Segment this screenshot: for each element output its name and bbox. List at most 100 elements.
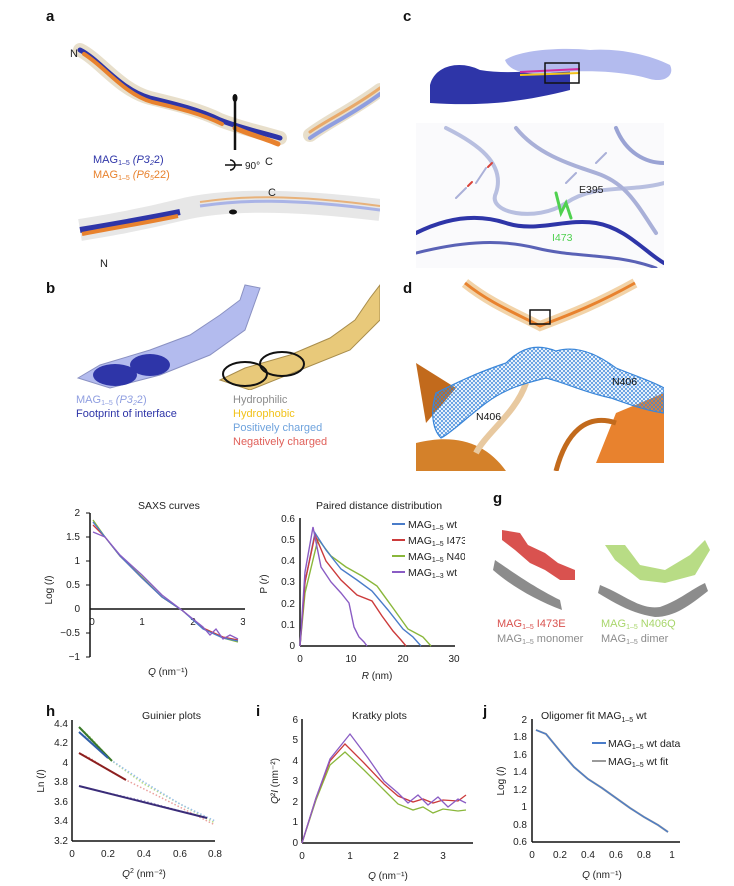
panel-c-surface-overview: [430, 48, 672, 105]
panel-label-j: j: [483, 703, 488, 720]
svg-text:0.6: 0.6: [513, 837, 527, 848]
svg-text:MAG1–5 wt data: MAG1–5 wt data: [608, 738, 681, 751]
svg-text:Q²I (nm⁻²): Q²I (nm⁻²): [270, 758, 281, 804]
svg-text:3.8: 3.8: [54, 777, 68, 788]
svg-text:3: 3: [440, 851, 446, 862]
legend-negative: Negatively charged: [233, 436, 328, 448]
ribbon-chain-bottom: [78, 190, 380, 241]
svg-text:0.5: 0.5: [66, 580, 80, 591]
svg-text:0.2: 0.2: [553, 850, 567, 861]
legend-hydrophilic: Hydrophilic: [233, 394, 288, 406]
legend-p6522: MAG1–5 (P6522): [93, 169, 170, 182]
svg-text:0: 0: [74, 604, 80, 615]
legend-b-mag: MAG1–5 (P322): [76, 394, 147, 407]
residue-e395: E395: [579, 184, 604, 196]
residue-i473: I473: [552, 232, 573, 244]
chart-i-title: Kratky plots: [352, 710, 407, 722]
panel-label-c: c: [403, 8, 412, 25]
svg-text:0.1: 0.1: [281, 620, 295, 631]
svg-text:0.8: 0.8: [208, 849, 222, 860]
c-terminus-bottom-label: C: [268, 187, 276, 199]
svg-text:5: 5: [292, 735, 298, 746]
rotation-label: 90°: [245, 161, 260, 172]
bead-model-i473e: [502, 530, 575, 580]
panel-a-ribbon-structures: N C 90° C N: [70, 43, 380, 270]
legend-g-monomer: MAG1–5 monomer: [497, 633, 584, 646]
interface-outline-2: [259, 351, 305, 377]
envelope-dimer: [598, 583, 708, 617]
c-terminus-label: C: [265, 156, 273, 168]
svg-text:0.8: 0.8: [637, 850, 651, 861]
svg-text:1: 1: [292, 817, 298, 828]
svg-text:Q (nm⁻¹): Q (nm⁻¹): [368, 871, 408, 882]
svg-text:0.4: 0.4: [581, 850, 595, 861]
bead-model-n406q: [605, 540, 710, 583]
svg-text:1.2: 1.2: [513, 785, 527, 796]
legend-hydrophobic: Hydrophobic: [233, 408, 295, 420]
panel-d-ribbon-overview: [461, 278, 638, 332]
svg-text:0.5: 0.5: [281, 535, 295, 546]
svg-text:0.3: 0.3: [281, 577, 295, 588]
interface-footprint-2: [130, 354, 170, 376]
legend-positive: Positively charged: [233, 422, 323, 434]
svg-text:MAG1–5 wt: MAG1–5 wt: [408, 519, 457, 532]
residue-n406-right: N406: [612, 376, 637, 388]
svg-text:Log (I): Log (I): [44, 576, 55, 605]
legend-g-dimer: MAG1–5 dimer: [601, 633, 669, 646]
svg-text:2: 2: [292, 797, 298, 808]
chart-f-pr-distribution: 0.6 0.5 0.4 0.3 0.2 0.1 0 0 10 20 30 P (r) R (nm…: [259, 514, 465, 682]
svg-text:MAG1–3 wt: MAG1–3 wt: [408, 567, 457, 580]
svg-text:Q (nm⁻¹): Q (nm⁻¹): [582, 870, 622, 881]
panel-d-glycan-density: N406 N406: [416, 346, 664, 471]
chart-h-guinier: 4.4 4.2 4 3.8 3.6 3.4 3.2 0 0.2 0.4 0.6 0.8 Ln (I…: [36, 719, 222, 880]
svg-text:4.4: 4.4: [54, 719, 68, 730]
legend-b-footprint: Footprint of interface: [76, 408, 177, 420]
svg-text:MAG1–5 I473E: MAG1–5 I473E: [408, 535, 465, 548]
svg-text:3.4: 3.4: [54, 816, 68, 827]
svg-text:1.8: 1.8: [513, 732, 527, 743]
svg-text:0: 0: [69, 849, 75, 860]
zoom-region-box: [529, 309, 551, 325]
svg-text:1.6: 1.6: [513, 750, 527, 761]
svg-text:3: 3: [292, 776, 298, 787]
svg-text:0.2: 0.2: [101, 849, 115, 860]
svg-text:2: 2: [190, 617, 196, 628]
svg-text:20: 20: [397, 654, 409, 665]
ribbon-chain-top: [73, 43, 380, 147]
panel-label-a: a: [46, 8, 55, 25]
chart-f-title: Paired distance distribution: [316, 500, 443, 512]
svg-text:4: 4: [62, 758, 68, 769]
chart-i-kratky: 6 5 4 3 2 1 0 0 1 2 3 Q²I (nm⁻²) Q (nm⁻¹): [270, 715, 473, 882]
panel-label-g: g: [493, 490, 503, 507]
svg-text:Q (nm⁻¹): Q (nm⁻¹): [148, 667, 188, 678]
svg-text:1: 1: [521, 802, 527, 813]
svg-text:0: 0: [529, 850, 535, 861]
svg-text:0.6: 0.6: [173, 849, 187, 860]
svg-text:1: 1: [139, 617, 145, 628]
svg-text:0.8: 0.8: [513, 820, 527, 831]
legend-g-n406q: MAG1–5 N406Q: [601, 618, 676, 631]
svg-text:2: 2: [74, 508, 80, 519]
svg-text:1: 1: [347, 851, 353, 862]
svg-text:Log (I): Log (I): [496, 767, 507, 796]
svg-text:P (r): P (r): [259, 574, 270, 593]
svg-text:0: 0: [89, 617, 95, 628]
svg-text:0.4: 0.4: [137, 849, 151, 860]
panel-c-interface-closeup: E395 I473: [416, 123, 664, 268]
svg-text:−1: −1: [69, 652, 81, 663]
svg-text:1.5: 1.5: [66, 532, 80, 543]
interface-outline-1: [222, 361, 268, 387]
svg-text:4.2: 4.2: [54, 738, 68, 749]
svg-text:0.6: 0.6: [609, 850, 623, 861]
svg-text:−0.5: −0.5: [60, 628, 80, 639]
svg-text:0.2: 0.2: [281, 599, 295, 610]
svg-text:3.6: 3.6: [54, 797, 68, 808]
svg-text:0: 0: [297, 654, 303, 665]
residue-n406-left: N406: [476, 411, 501, 423]
panel-label-b: b: [46, 280, 56, 297]
svg-text:Q2 (nm⁻²): Q2 (nm⁻²): [122, 868, 166, 880]
envelope-monomer: [493, 560, 562, 610]
chart-j-title: Oligomer fit MAG1–5 wt: [541, 710, 647, 725]
svg-text:0: 0: [292, 838, 298, 849]
chart-j-oligomer-fit: 2 1.8 1.6 1.4 1.2 1 0.8 0.6 0 0.2 0.4 0.6 0.8 1 Log…: [496, 715, 681, 881]
